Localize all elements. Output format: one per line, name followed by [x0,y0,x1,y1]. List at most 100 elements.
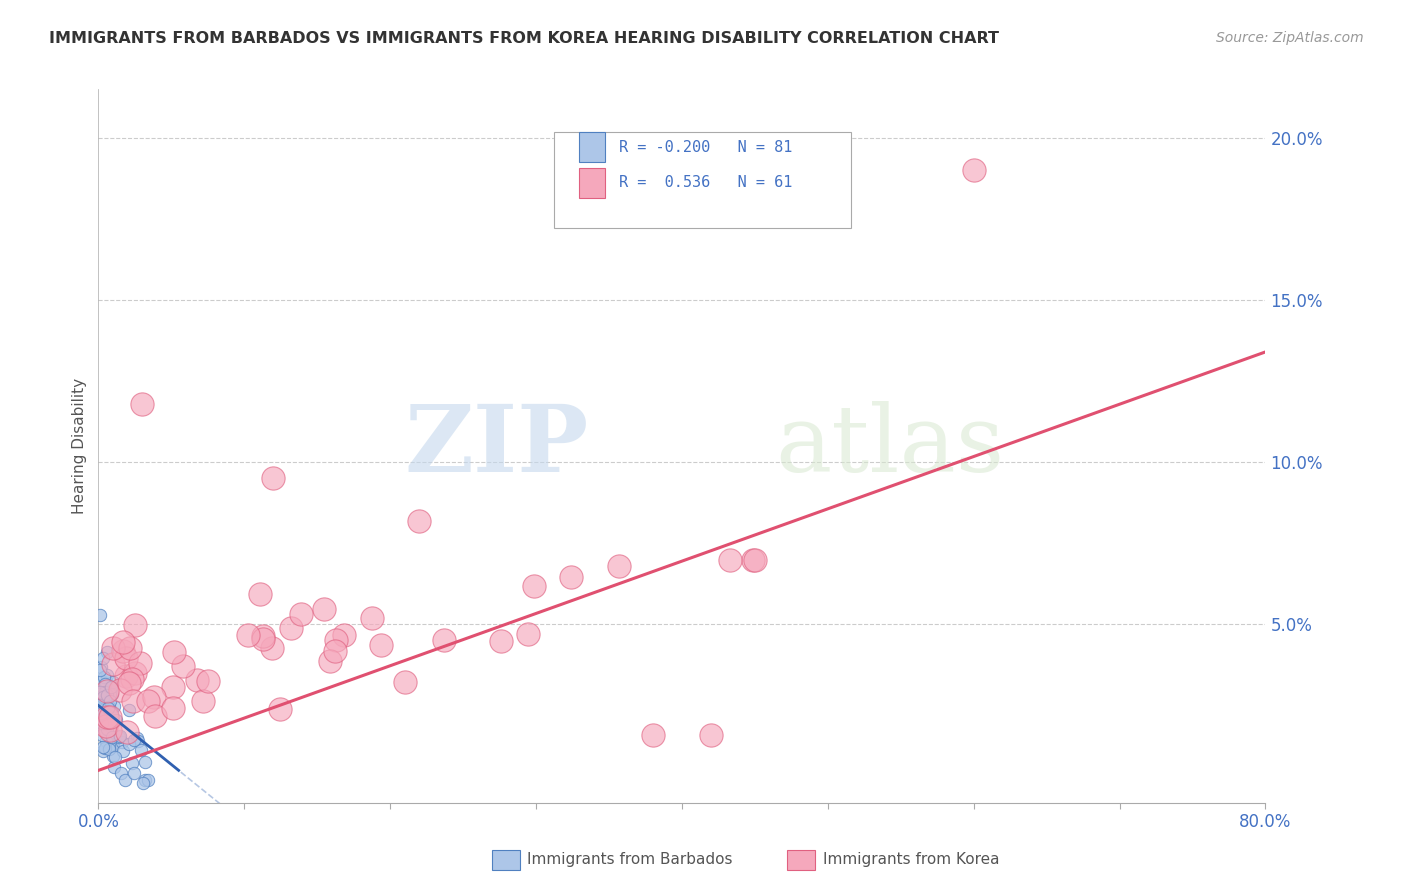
Point [124,617,146,632]
Point [94,695,117,709]
Point [97,713,120,727]
Point [134,773,156,788]
Point [120,641,142,656]
Point [433,633,456,648]
Point [91,674,114,689]
Point [94,685,117,699]
Point [742,552,765,566]
Point [98,709,121,723]
Point [100,680,122,694]
Point [98,739,121,754]
Point [97,715,120,730]
Point [89,685,111,699]
Point [91,743,114,757]
Point [94,676,117,690]
Point [560,569,582,583]
Point [143,690,166,705]
Text: atlas: atlas [775,401,1004,491]
Point [94,709,117,723]
Point [93,706,115,720]
Point [89,698,111,712]
Point [93,723,115,737]
Point [90,706,112,721]
Point [101,687,124,701]
Point [90,728,112,742]
Point [162,681,184,695]
Point [89,693,111,707]
Point [607,558,630,573]
Point [127,734,149,748]
Text: Immigrants from Barbados: Immigrants from Barbados [527,853,733,867]
Point [134,755,156,769]
Point [89,607,111,622]
Point [360,611,382,625]
Point [108,682,131,697]
Y-axis label: Hearing Disability: Hearing Disability [72,378,87,514]
Point [252,629,274,643]
Point [100,731,122,745]
Point [114,773,136,788]
Point [115,669,138,683]
FancyBboxPatch shape [579,132,605,162]
Point [312,602,335,616]
Point [96,710,118,724]
Point [122,694,145,708]
Point [118,702,141,716]
Point [325,632,347,647]
Point [172,659,194,673]
Point [96,734,118,748]
Point [138,694,160,708]
Point [700,728,723,742]
Point [89,663,111,677]
Point [186,673,208,687]
Point [96,688,118,702]
Point [110,765,132,780]
Point [143,708,166,723]
Point [131,397,153,411]
Point [269,702,291,716]
FancyBboxPatch shape [554,132,851,228]
Point [121,672,143,686]
Point [111,643,134,657]
Point [370,638,392,652]
Point [394,674,416,689]
Point [127,731,149,745]
Point [93,717,115,731]
Point [101,737,124,751]
Point [111,735,134,749]
Point [162,700,184,714]
Point [89,687,111,701]
Point [318,655,340,669]
Point [91,689,114,703]
Point [98,723,121,738]
Point [94,676,117,690]
Point [489,634,512,648]
Text: Immigrants from Korea: Immigrants from Korea [823,853,1000,867]
Point [249,586,271,600]
Point [93,670,115,684]
Point [96,645,118,659]
Text: R = -0.200   N = 81: R = -0.200 N = 81 [619,139,792,154]
Point [323,643,346,657]
Point [118,676,141,690]
Point [97,714,120,729]
Point [103,749,125,764]
Point [118,737,141,751]
Point [98,742,121,756]
Point [191,694,214,708]
Point [98,721,121,735]
Point [962,163,984,178]
Point [262,471,284,485]
Point [98,687,121,701]
Point [105,713,128,727]
Point [100,706,122,720]
Point [238,628,260,642]
Point [129,743,152,757]
Point [516,627,538,641]
Point [111,744,134,758]
Point [104,749,127,764]
Point [90,704,112,718]
Point [96,722,118,736]
Point [98,700,121,714]
Point [94,690,117,705]
